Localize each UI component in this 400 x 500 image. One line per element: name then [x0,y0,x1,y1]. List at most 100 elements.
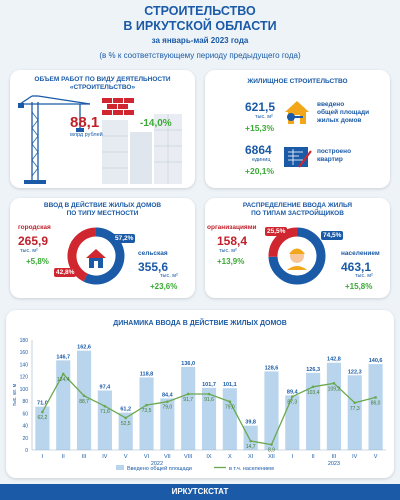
bar-value-label: 61,2 [120,407,131,413]
pop-value: 463,1 [341,260,372,274]
line-value-label: 52,5 [121,421,131,427]
population-share-slice [268,227,326,285]
x-tick-label: III [332,454,337,460]
house-icon [86,249,106,268]
works-title-2: «СТРОИТЕЛЬСТВО» [69,84,136,91]
housing-units-change: +20,1% [245,166,275,176]
bar-value-label: 128,6 [265,365,279,371]
bar-value-label: 126,3 [306,367,320,373]
pop-unit: тыс. м² [355,273,373,279]
line-point [332,381,336,385]
x-tick-label: II [312,454,316,460]
line-value-label: 91,7 [183,397,193,403]
x-tick-label: XI [248,454,254,460]
y-tick-label: 160 [20,350,29,356]
org-share-label: 25,5% [265,227,288,236]
housing-area-label-1: введено [317,101,345,108]
pop-label: населением [341,250,380,257]
x-tick-label: VI [144,454,150,460]
year-label: 2023 [328,461,340,467]
bar-value-label: 101,1 [223,382,237,388]
line-point [103,404,107,408]
x-tick-label: IV [102,454,108,460]
rural-unit: тыс. м² [160,273,178,279]
developer-title-2: ПО ТИПАМ ЗАСТРОЙЩИКОВ [251,210,344,217]
legend-bar-swatch [116,465,124,470]
y-tick-label: 140 [20,362,29,368]
housing-units-value: 6864 [245,143,272,157]
works-title-1: ОБЪЕМ РАБОТ ПО ВИДУ ДЕЯТЕЛЬНОСТИ [34,76,171,83]
bar [306,372,321,450]
area-type-card: ВВОД В ДЕЙСТВИЕ ЖИЛЫХ ДОМОВ ПО ТИПУ МЕСТ… [10,198,195,298]
page-title-region: В ИРКУТСКОЙ ОБЛАСТИ [123,19,277,33]
line-value-label: 8,9 [268,448,275,454]
bar-value-label: 140,6 [369,358,383,364]
line-point [249,439,252,443]
bar-value-label: 146,7 [56,354,70,360]
worker-icon [287,248,307,270]
dynamics-chart: 0 20 40 60 80 100 120 140 160 180 тыс. кв. м 71,0 14… [12,338,386,472]
bar-value-label: 118,8 [140,371,153,377]
year-label: 2022 [151,461,163,467]
line-value-label: 71,6 [100,409,110,415]
housing-area-unit: тыс. м² [255,114,273,120]
housing-units-unit: единиц [252,157,271,163]
chart-title: ДИНАМИКА ВВОДА В ДЕЙСТВИЕ ЖИЛЫХ ДОМОВ [113,320,287,327]
line-point [374,396,377,399]
works-change: -14,0% [140,118,172,129]
crane-illustration [18,95,182,184]
x-tick-label: II [62,454,66,460]
housing-card: ЖИЛИЩНОЕ СТРОИТЕЛЬСТВО 621,5 тыс. м² +15… [205,70,390,188]
line-point [186,392,190,396]
blueprint-icon [284,147,312,168]
bar [347,375,362,450]
urban-value: 265,9 [18,234,49,248]
y-tick-label: 60 [22,411,28,417]
bar [326,362,342,450]
bar-value-label: 136,0 [181,361,195,367]
line-point [353,401,357,405]
works-value: 88,1 [70,114,100,131]
line-point [207,392,211,396]
urban-share-label: 42,8% [54,268,77,277]
y-tick-label: 20 [22,436,28,442]
line-value-label: 77,3 [350,406,360,412]
x-tick-label: III [82,454,87,460]
line-value-label: 79,0 [162,405,172,411]
rural-label: сельская [138,250,168,257]
y-axis-label: тыс. кв. м [12,383,18,406]
bar [118,412,133,450]
x-tick-label: V [124,454,128,460]
y-tick-label: 0 [25,448,28,454]
line-value-label: 73,5 [142,408,152,414]
works-card: ОБЪЕМ РАБОТ ПО ВИДУ ДЕЯТЕЛЬНОСТИ «СТРОИТ… [10,70,195,188]
bar-value-label: 39,8 [245,420,256,426]
y-tick-label: 80 [22,399,28,405]
org-change: +13,9% [217,257,245,266]
subtitle: (в % к соответствующему периоду предыдущ… [99,51,301,60]
y-tick-label: 100 [20,387,29,393]
bar-value-label: 89,4 [287,389,299,395]
bar-value-label: 84,4 [162,392,174,398]
area-type-donut [67,227,125,285]
housing-area-change: +15,3% [245,123,275,133]
line-value-label: 14,7 [246,444,256,450]
line-point [166,400,169,404]
y-tick-label: 40 [22,424,28,430]
bar [201,387,217,450]
line-point [270,443,273,446]
rural-value: 355,6 [138,260,169,274]
line-point [290,395,294,398]
line-point [124,416,128,420]
x-tick-label: VIII [184,454,193,460]
x-tick-label: I [42,454,44,460]
bar-value-label: 142,8 [327,357,341,363]
y-tick-label: 120 [20,375,29,381]
line-value-label: 86,0 [371,400,381,406]
bar-value-label: 162,6 [77,345,91,351]
housing-units-label-1: построено [317,148,352,155]
bar [181,366,196,450]
line-value-label: 91,6 [204,397,214,403]
x-tick-label: VII [164,454,171,460]
bar [56,360,71,450]
